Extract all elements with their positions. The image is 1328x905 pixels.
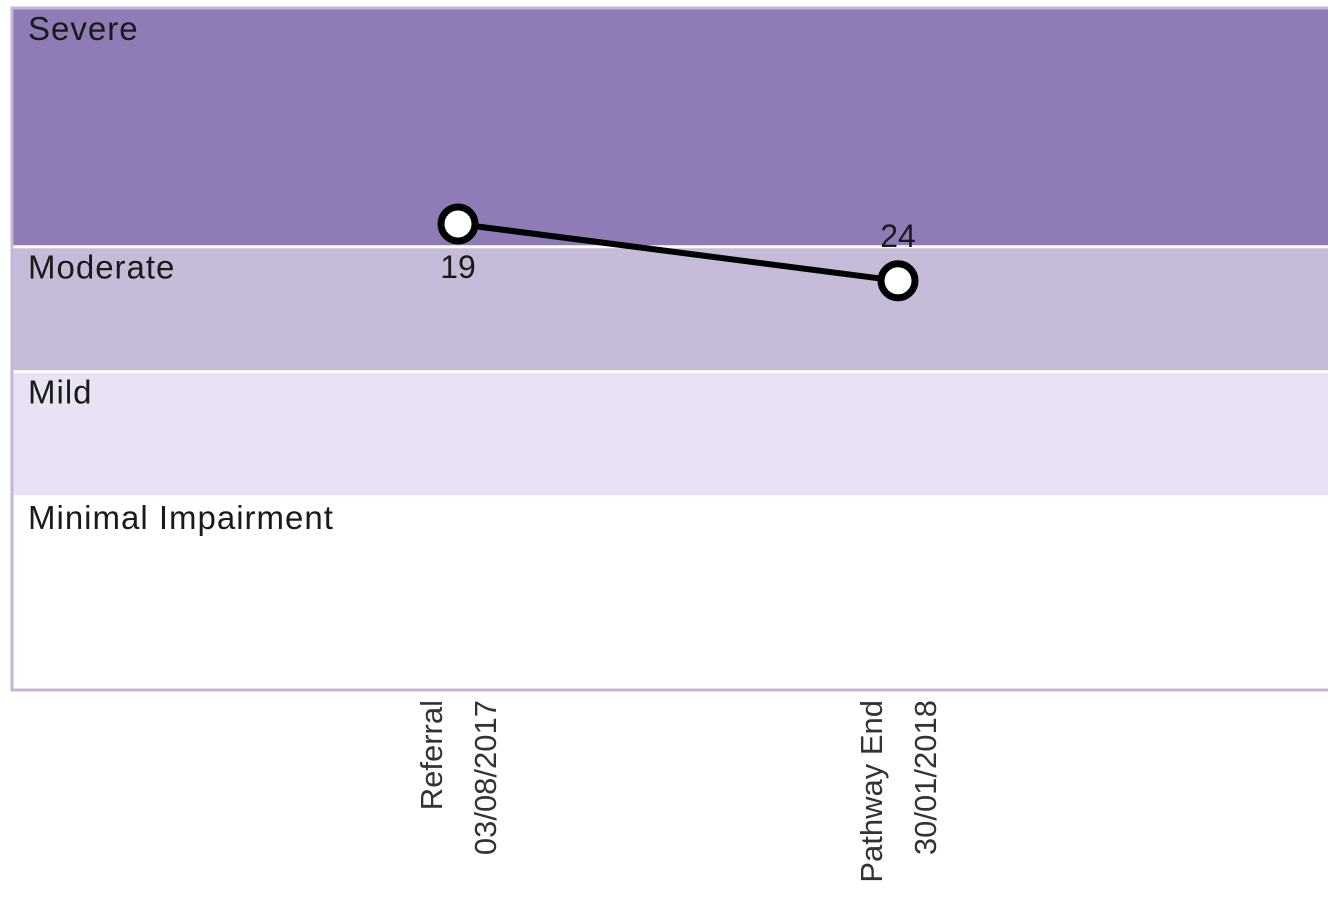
x-tick-label: 03/08/2017 <box>468 700 503 855</box>
plot-border <box>10 6 1328 692</box>
x-tick-label: Referral <box>414 700 449 810</box>
point <box>877 260 919 302</box>
point <box>437 203 479 245</box>
band <box>12 8 1328 247</box>
band-label: Mild <box>28 374 93 411</box>
data-label: 24 <box>880 218 916 254</box>
band-label: Severe <box>28 10 139 47</box>
line <box>457 220 899 284</box>
band-label: Minimal Impairment <box>28 499 334 536</box>
x-tick-label: 30/01/2018 <box>908 700 943 855</box>
band-label: Moderate <box>28 249 175 286</box>
band <box>12 371 1328 497</box>
data-label: 19 <box>440 249 476 285</box>
x-tick-label: Pathway End <box>854 700 889 883</box>
band <box>12 496 1328 690</box>
band <box>12 246 1328 372</box>
